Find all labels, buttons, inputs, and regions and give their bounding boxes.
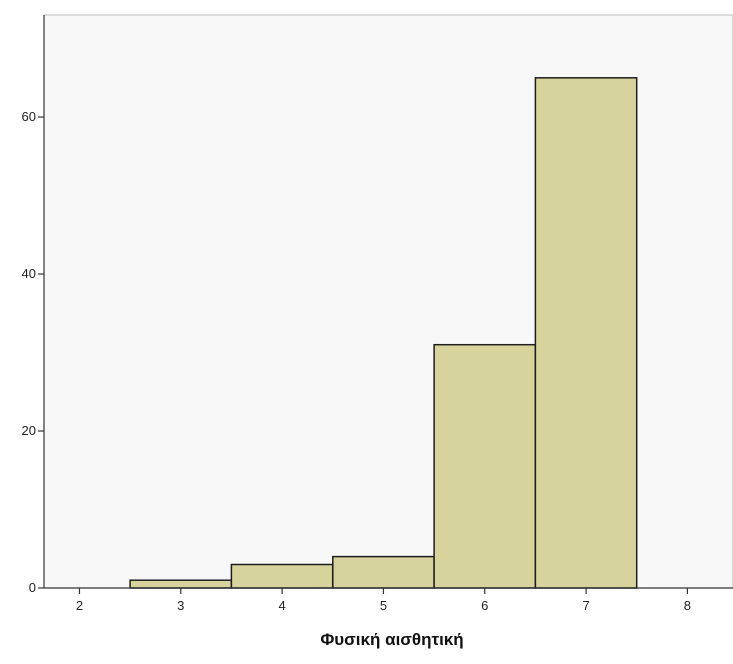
bar-3	[129, 579, 233, 589]
x-tick-label-3: 3	[177, 598, 184, 613]
bar-4	[230, 563, 334, 589]
y-tick-label-40: 40	[22, 266, 36, 281]
x-tick-label-7: 7	[582, 598, 589, 613]
x-tick-label-6: 6	[481, 598, 488, 613]
x-tick-label-2: 2	[76, 598, 83, 613]
x-tick-label-4: 4	[278, 598, 285, 613]
x-axis: 2 3 4 5 6 7 8	[44, 587, 733, 613]
bar-6	[433, 343, 537, 589]
x-axis-title: Φυσική αισθητική	[320, 630, 463, 649]
x-tick-label-5: 5	[380, 598, 387, 613]
y-tick-label-0: 0	[29, 580, 36, 595]
y-tick-label-60: 60	[22, 109, 36, 124]
bar-5	[332, 555, 435, 589]
bar-7	[534, 77, 638, 589]
y-axis: 0 20 40 60	[22, 15, 45, 595]
x-tick-label-8: 8	[684, 598, 691, 613]
y-tick-label-20: 20	[22, 423, 36, 438]
bars-group	[129, 77, 638, 589]
